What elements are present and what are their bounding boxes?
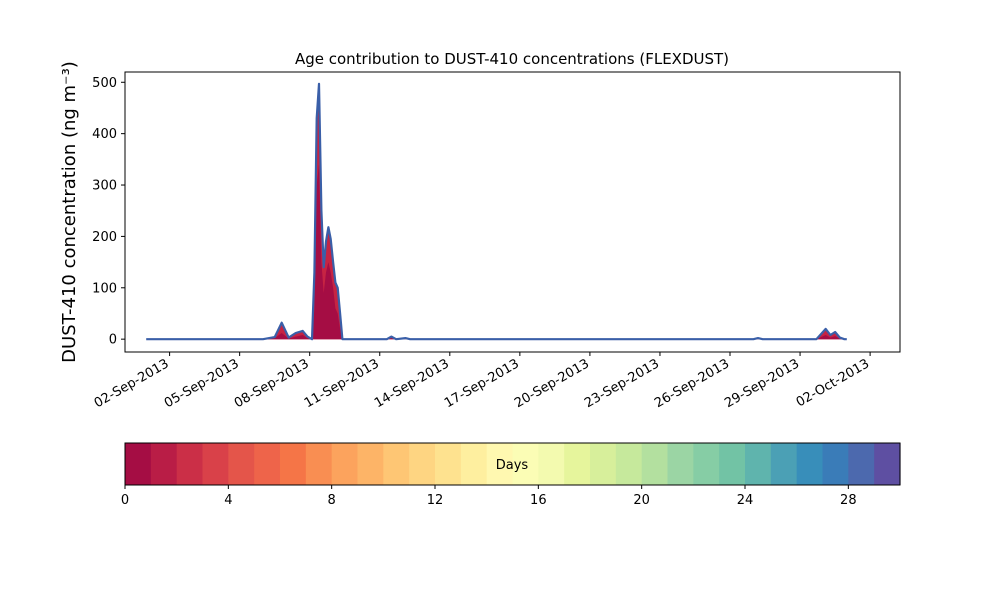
colorbar-tick-label: 8: [328, 493, 336, 508]
colorbar-segment: [564, 443, 591, 485]
colorbar-segment: [435, 443, 462, 485]
colorbar-segment: [822, 443, 849, 485]
colorbar-segment: [409, 443, 436, 485]
x-tick-label: 23-Sep-2013: [582, 356, 662, 411]
y-tick-label: 200: [92, 230, 117, 245]
colorbar-tick-label: 28: [840, 493, 857, 508]
colorbar-segment: [305, 443, 333, 485]
colorbar-segment: [176, 443, 204, 485]
colorbar-segment: [460, 443, 488, 485]
y-tick-label: 300: [92, 179, 117, 194]
colorbar-segment: [641, 443, 669, 485]
x-tick-label: 20-Sep-2013: [512, 356, 592, 411]
colorbar-segment: [331, 443, 359, 485]
colorbar-segment: [512, 443, 539, 485]
colorbar-segment: [693, 443, 720, 485]
colorbar-segment: [770, 443, 798, 485]
colorbar-label: Days: [496, 458, 529, 473]
colorbar-segment: [280, 443, 307, 485]
series-fresh-area: [146, 164, 847, 340]
x-tick-label: 02-Sep-2013: [92, 356, 172, 411]
colorbar-tick-label: 4: [224, 493, 232, 508]
colorbar-frame: [124, 442, 901, 486]
colorbar-segment: [357, 443, 384, 485]
y-tick-label: 500: [92, 76, 117, 91]
colorbar-segment: [667, 443, 694, 485]
colorbar-segment: [150, 443, 178, 485]
series-total-area: [146, 83, 847, 340]
colorbar-segment: [202, 443, 229, 485]
colorbar-segment: [719, 443, 746, 485]
colorbar-segment: [874, 443, 901, 485]
colorbar-tick-label: 16: [530, 493, 547, 508]
y-axis-label: DUST-410 concentration (ng m⁻³): [59, 61, 80, 363]
colorbar-segment: [615, 443, 643, 485]
colorbar-segment: [848, 443, 875, 485]
colorbar-segment: [486, 443, 514, 485]
x-tick-label: 08-Sep-2013: [232, 356, 312, 411]
x-tick-label: 17-Sep-2013: [442, 356, 522, 411]
x-tick-label: 26-Sep-2013: [652, 356, 732, 411]
series-mid-age-area: [146, 83, 847, 340]
colorbar-segment: [745, 443, 772, 485]
y-tick-label: 400: [92, 127, 117, 142]
series-total-line: [146, 82, 847, 341]
colorbar-tick-label: 24: [737, 493, 754, 508]
colorbar-segment: [590, 443, 617, 485]
colorbar-tick-label: 20: [633, 493, 650, 508]
colorbar: 0 4 8 12 16 20 24 28: [121, 442, 901, 508]
plot-area: 0 100 200 300 400 500 02-Sep-201305-Sep-201308…: [92, 71, 901, 411]
y-tick-label: 0: [109, 333, 117, 348]
x-tick-label: 05-Sep-2013: [162, 356, 242, 411]
x-tick-label: 29-Sep-2013: [722, 356, 802, 411]
colorbar-tick-label: 12: [427, 493, 444, 508]
colorbar-segment: [538, 443, 565, 485]
colorbar-segment: [228, 443, 255, 485]
colorbar-tick-label: 0: [121, 493, 129, 508]
x-tick-label: 02-Oct-2013: [794, 356, 872, 410]
colorbar-segment: [125, 443, 152, 485]
colorbar-segment: [254, 443, 281, 485]
colorbar-segment: [383, 443, 410, 485]
x-tick-label: 14-Sep-2013: [372, 356, 452, 411]
y-tick-label: 100: [92, 281, 117, 296]
chart-title: Age contribution to DUST-410 concentrati…: [295, 50, 729, 68]
colorbar-segment: [796, 443, 824, 485]
x-tick-label: 11-Sep-2013: [302, 356, 382, 411]
plot-frame: [124, 71, 901, 353]
